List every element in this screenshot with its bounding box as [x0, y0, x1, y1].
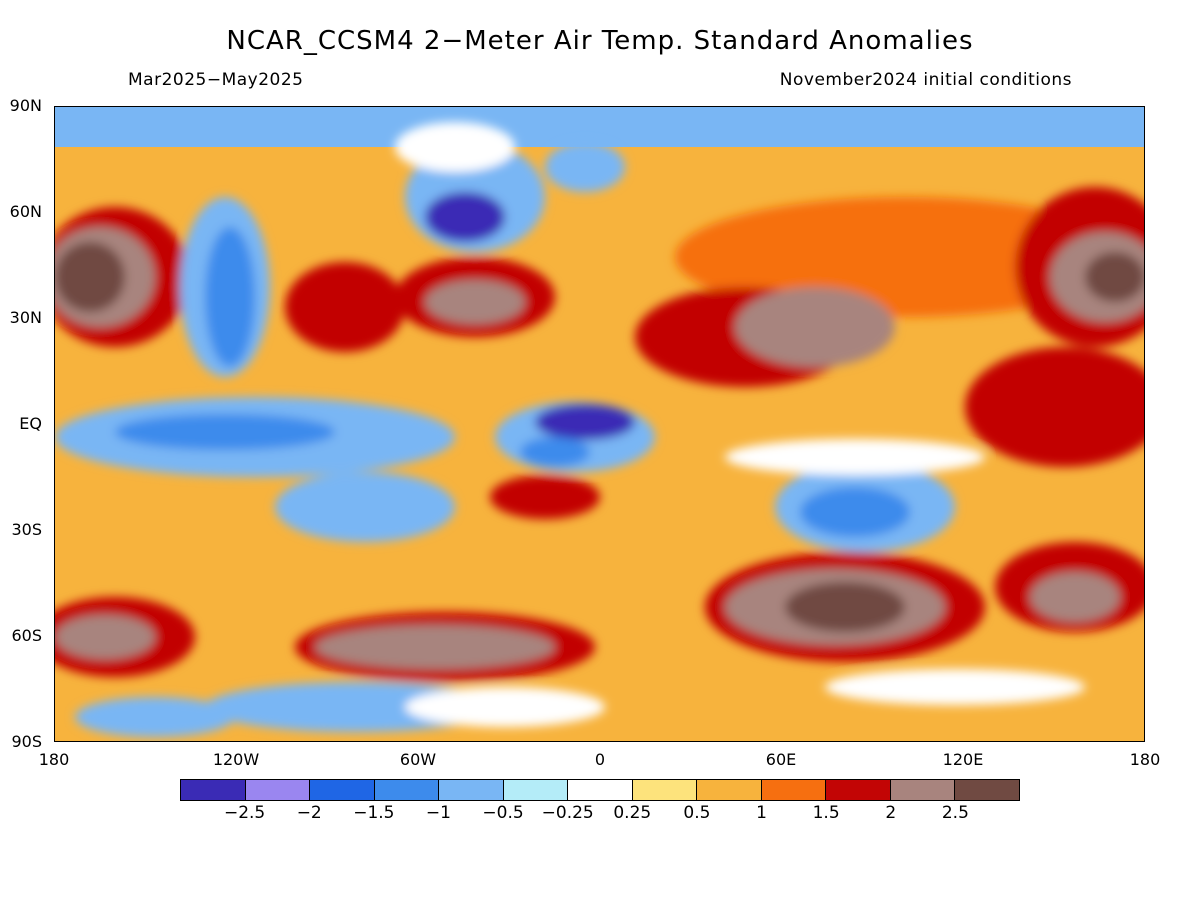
colorbar-swatch-11 [890, 780, 956, 800]
lat-label-30n: 30N [9, 308, 42, 327]
lat-label-60n: 60N [9, 202, 42, 221]
map-title: NCAR_CCSM4 2−Meter Air Temp. Standard An… [226, 26, 974, 56]
colorbar-tick-label: 0.5 [683, 803, 711, 823]
lat-label-30s: 30S [11, 520, 42, 539]
initial-conditions: November2024 initial conditions [779, 70, 1072, 90]
lon-label-120w: 120W [212, 750, 260, 769]
colorbar-tick-label: 2 [885, 803, 897, 823]
colorbar-tick-label: 1 [756, 803, 767, 823]
colorbar-tick-label: −1.5 [353, 803, 395, 823]
colorbar-tick-label: −2 [296, 803, 322, 823]
colorbar-swatch-10 [826, 780, 891, 800]
lat-label-eq: EQ [19, 414, 42, 433]
lon-label-60w: 60W [399, 750, 437, 769]
colorbar-swatch-1 [245, 780, 311, 800]
lon-label-180e: 180 [1129, 750, 1161, 769]
lon-label-120e: 120E [942, 750, 984, 769]
colorbar-swatch-7 [632, 780, 698, 800]
lat-label-60s: 60S [11, 626, 42, 645]
colorbar-swatch-0 [181, 780, 246, 800]
colorbar-tick-label: −0.25 [541, 803, 594, 823]
colorbar-swatch-2 [310, 780, 375, 800]
colorbar-swatch-3 [374, 780, 440, 800]
colorbar [180, 779, 1020, 801]
colorbar-tick-label: 0.25 [613, 803, 652, 823]
lon-label-180w: 180 [38, 750, 70, 769]
colorbar-tick-label: −2.5 [223, 803, 266, 823]
colorbar-swatch-12 [955, 780, 1019, 800]
colorbar-swatch-5 [503, 780, 569, 800]
colorbar-swatch-6 [568, 780, 633, 800]
forecast-period: Mar2025−May2025 [128, 70, 304, 90]
colorbar-tick-label: 2.5 [941, 803, 969, 823]
lon-label-0: 0 [594, 750, 606, 769]
lat-label-90n: 90N [9, 96, 42, 115]
colorbar-tick-label: −1 [425, 803, 451, 823]
anomaly-map [54, 106, 1145, 742]
colorbar-swatch-8 [697, 780, 762, 800]
map-field [55, 107, 1144, 741]
colorbar-tick-label: 1.5 [812, 803, 840, 823]
colorbar-swatch-4 [439, 780, 504, 800]
colorbar-tick-label: −0.5 [482, 803, 524, 823]
lon-label-60e: 60E [765, 750, 797, 769]
colorbar-swatch-9 [761, 780, 827, 800]
lat-label-90s: 90S [11, 732, 42, 751]
